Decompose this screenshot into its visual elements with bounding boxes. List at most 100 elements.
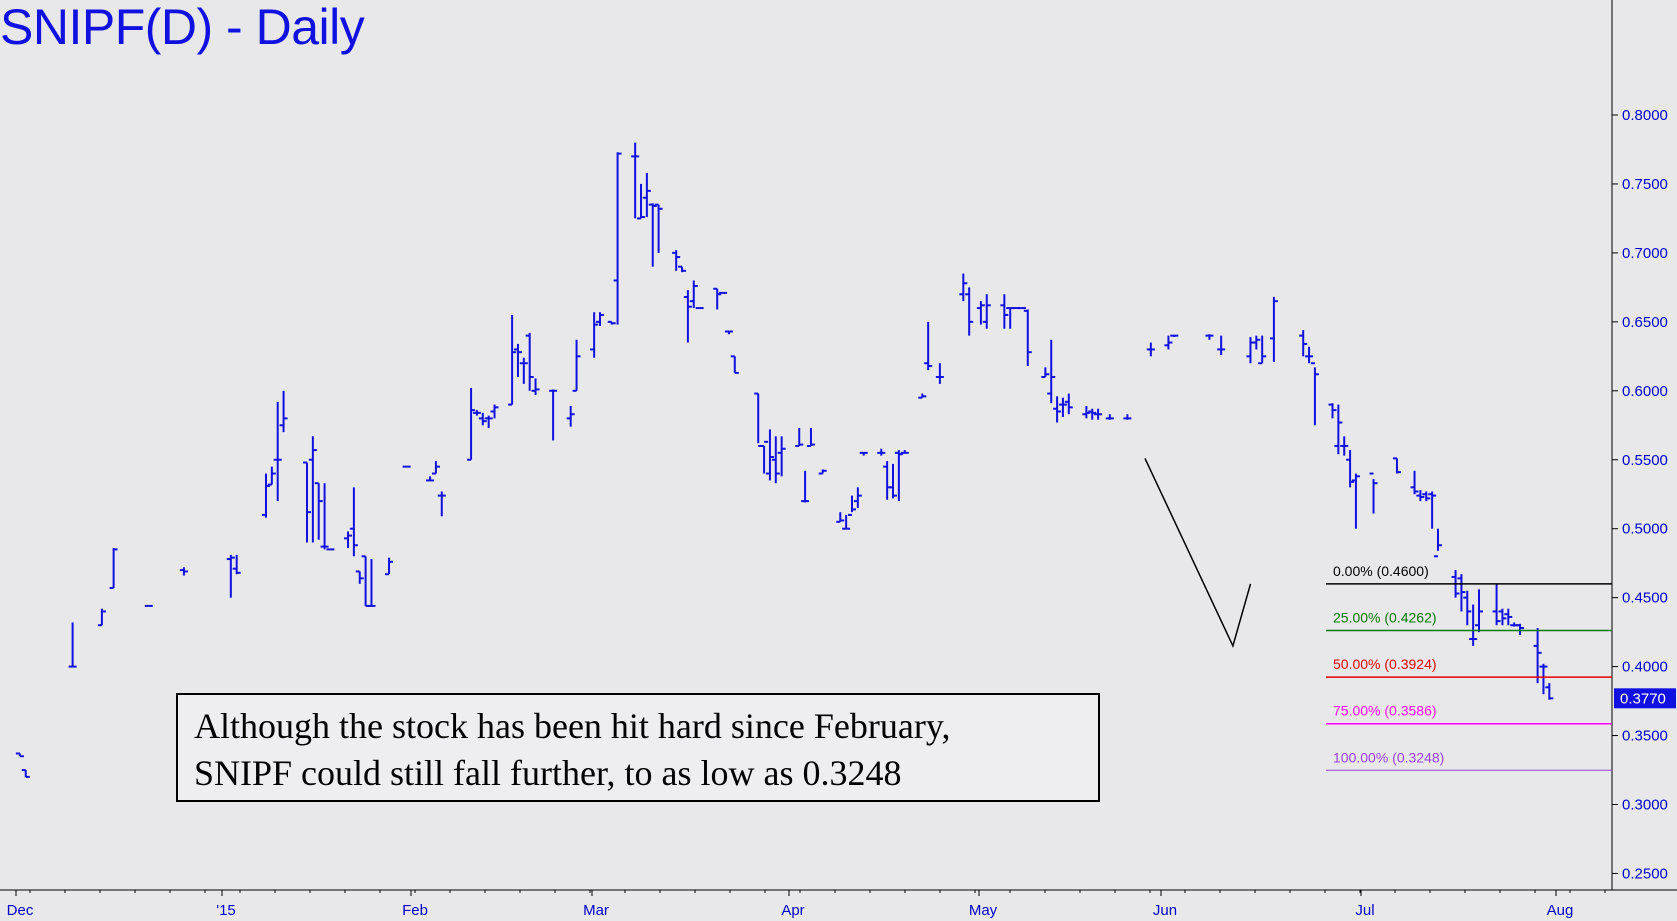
ohlc-bar [566, 405, 575, 427]
ohlc-bar [806, 428, 815, 447]
y-tick-label: 0.2500 [1622, 865, 1668, 882]
ohlc-bar [15, 752, 24, 758]
ohlc-bar [21, 769, 30, 778]
fib-label: 50.00% (0.3924) [1333, 656, 1437, 672]
annotation-line-2: SNIPF could still fall further, to as lo… [194, 753, 902, 793]
last-price-label: 0.3770 [1620, 690, 1666, 707]
ohlc-bar [1064, 393, 1073, 415]
ohlc-bar [1164, 335, 1173, 350]
ohlc-bar [1504, 608, 1513, 626]
fib-retracement-levels: 0.00% (0.4600) 25.00% (0.4262) 50.00% (0.3… [1326, 563, 1612, 771]
annotation-line-1: Although the stock has been hit hard sin… [194, 706, 951, 746]
ohlc-bar [1299, 330, 1308, 357]
ohlc-bar [713, 287, 722, 310]
ohlc-bar [1469, 604, 1478, 646]
ohlc-bar [631, 142, 640, 219]
ohlc-bar [490, 404, 499, 419]
ohlc-bar [818, 469, 827, 475]
abc-pattern-path [1144, 458, 1252, 649]
ohlc-bar [478, 412, 487, 426]
ohlc-bar [179, 567, 188, 576]
ohlc-bar [367, 559, 376, 607]
ohlc-bar [859, 451, 868, 456]
ohlc-bar [724, 330, 733, 335]
ohlc-bar [1058, 397, 1067, 418]
ohlc-bar [801, 470, 810, 503]
y-tick-label: 0.5000 [1622, 521, 1668, 538]
ohlc-bar [883, 461, 892, 500]
ohlc-bar [760, 440, 769, 474]
ohlc-bar [795, 428, 804, 447]
ohlc-bar [431, 461, 440, 475]
ohlc-bar [918, 393, 927, 399]
ohlc-bar [1428, 491, 1437, 529]
y-tick-label: 0.7500 [1622, 176, 1668, 193]
ohlc-bar [508, 314, 517, 406]
ohlc-bar [1392, 457, 1401, 474]
ohlc-bar [303, 461, 311, 543]
ohlc-bar [68, 622, 77, 668]
y-tick-label: 0.5500 [1622, 452, 1668, 469]
ohlc-bar [531, 378, 540, 395]
fib-label: 0.00% (0.4600) [1333, 563, 1429, 579]
ohlc-bar [889, 463, 897, 499]
ohlc-bar [572, 339, 581, 392]
ohlc-bar [982, 294, 991, 329]
ohlc-bar [894, 450, 903, 502]
ohlc-bar [1269, 297, 1278, 362]
ohlc-bar [1351, 473, 1360, 529]
ohlc-bar [689, 280, 698, 309]
ohlc-bar [426, 476, 435, 482]
ohlc-bar [232, 554, 241, 575]
ohlc-bar [1217, 335, 1226, 355]
ohlc-bar [836, 512, 845, 523]
x-tick-label: Jun [1153, 902, 1177, 919]
ohlc-bar [648, 203, 657, 267]
last-price-badge [1614, 688, 1676, 709]
ohlc-bar [525, 332, 534, 391]
ohlc-bar [1094, 408, 1103, 420]
ohlc-bar [754, 392, 763, 447]
ohlc-bar [1334, 404, 1343, 455]
ohlc-bar [1328, 403, 1337, 419]
ohlc-bar [1340, 436, 1349, 456]
ohlc-bar [1146, 342, 1155, 357]
ohlc-bar [97, 608, 106, 627]
ohlc-bar [1047, 339, 1056, 404]
fib-label: 100.00% (0.3248) [1333, 749, 1444, 765]
ohlc-bar [613, 152, 622, 325]
ohlc-bar [1023, 309, 1032, 366]
ohlc-bar [730, 355, 739, 374]
ohlc-bar [273, 401, 282, 502]
ohlc-bar [1006, 307, 1015, 329]
x-axis: Dec '15 Feb Mar Apr May Jun Jul Aug [7, 890, 1606, 919]
ohlc-bar [842, 514, 851, 530]
ohlc-bar [900, 450, 909, 454]
ohlc-bar [683, 290, 692, 343]
ohlc-bar [847, 495, 856, 516]
ohlc-bar [1346, 450, 1355, 488]
ohlc-bar [1310, 362, 1319, 426]
y-tick-label: 0.8000 [1622, 107, 1668, 124]
x-tick-label: Feb [402, 902, 428, 919]
ohlc-bar [1498, 608, 1507, 626]
y-tick-label: 0.7000 [1622, 245, 1668, 262]
ohlc-bar [519, 357, 528, 384]
ohlc-bar [467, 388, 476, 461]
ohlc-bar [226, 554, 235, 598]
ohlc-bar [1492, 583, 1501, 626]
ohlc-bar [437, 491, 446, 517]
x-tick-label: Dec [7, 902, 34, 919]
ohlc-bar [1516, 623, 1525, 635]
ohlc-bar [1305, 346, 1314, 364]
ohlc-bar [1246, 337, 1255, 364]
ohlc-bar [1545, 683, 1554, 700]
ohlc-bar [385, 557, 394, 576]
y-axis: 0.8000 0.7500 0.7000 0.6500 0.6000 0.5500 0.50… [1612, 107, 1676, 882]
y-tick-label: 0.3500 [1622, 728, 1668, 745]
ohlc-bar [853, 487, 862, 509]
x-tick-label: Mar [583, 902, 609, 919]
ohlc-bar [349, 487, 358, 557]
ohlc-bar [320, 483, 329, 550]
